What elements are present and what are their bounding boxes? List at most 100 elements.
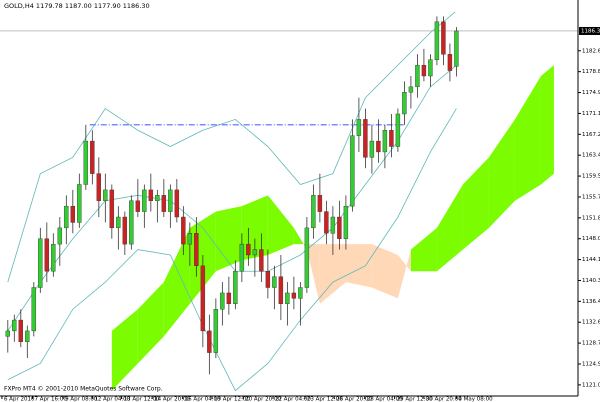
x-tick-label: 19 Apr 12:00 [214, 397, 250, 402]
candle-body [148, 189, 154, 201]
candle-body [447, 54, 453, 71]
y-tick-label: 1140.30 [582, 278, 600, 284]
x-tick-label: 13 Apr 12:00 [124, 397, 160, 402]
candle-body [51, 243, 56, 272]
candle-body [311, 195, 316, 229]
candle-body [187, 233, 193, 245]
candle-body [337, 216, 342, 239]
candle-body [226, 292, 232, 304]
x-tick-label: 22 Apr 04:00 [275, 397, 311, 402]
candle-body [376, 140, 381, 153]
candle-body [265, 271, 271, 288]
y-tick-label: 1182.65 [582, 48, 600, 54]
cloud-segment [111, 309, 138, 391]
candle-body [77, 184, 82, 223]
cloud-segment [436, 184, 463, 272]
candle-body [57, 227, 63, 245]
candle-body [129, 200, 134, 245]
candle-body [408, 86, 414, 93]
x-tick-label: 4 May 08:00 [458, 397, 493, 402]
cloud-segment [306, 244, 320, 304]
candle-body [194, 233, 199, 267]
candle-body [103, 189, 108, 201]
candle-body [96, 173, 102, 201]
candle-body [239, 243, 245, 272]
candle-body [441, 21, 446, 55]
x-tick-label: 28 Apr 04:00 [367, 397, 403, 402]
y-tick-label: 1159.55 [582, 174, 600, 180]
candle-body [252, 249, 258, 256]
cloud-segment [371, 244, 398, 299]
y-tick-label: 1163.40 [582, 153, 600, 159]
candle-body [259, 249, 264, 272]
candle-body [369, 140, 375, 158]
y-tick-label: 1121.05 [582, 382, 600, 388]
x-tick-label: 20 Apr 20:00 [245, 397, 281, 402]
candle-body [220, 292, 225, 310]
candle-body [155, 195, 160, 201]
candle-body [434, 21, 440, 60]
bollinger-lower [7, 108, 457, 392]
cloud-segment [293, 227, 307, 250]
candle-body [168, 189, 173, 212]
cloud-segment [215, 206, 242, 272]
cloud-segment [345, 244, 372, 288]
y-tick-label: 1144.15 [582, 257, 600, 263]
candle-body [421, 64, 427, 77]
candle-body [428, 59, 433, 77]
candle-body [207, 330, 212, 353]
cloud-segment [488, 119, 515, 228]
candle-body [350, 135, 355, 207]
candle-body [181, 216, 186, 245]
y-tick-label: 1124.90 [582, 362, 600, 368]
candle-body [161, 195, 167, 212]
candle-body [291, 292, 297, 299]
y-tick-label: 1167.25 [582, 132, 600, 138]
candle-body [298, 287, 303, 299]
candle-body [330, 216, 336, 234]
candle-body [402, 92, 407, 115]
x-tick-label: 23 Apr 12:00 [307, 397, 343, 402]
candle-body [324, 211, 329, 234]
candle-body [70, 205, 76, 223]
candle-body [18, 319, 24, 342]
candle-body [278, 276, 284, 304]
x-tick-label: 14 Apr 20:00 [154, 397, 190, 402]
current-price-label: 1186.30 [581, 28, 600, 34]
y-tick-label: 1136.45 [582, 299, 600, 305]
cloud-segment [410, 227, 437, 272]
candle-body [454, 30, 459, 67]
candle-body [363, 119, 368, 158]
y-tick-label: 1178.80 [582, 69, 600, 75]
candle-body [25, 330, 30, 342]
chart-title: GOLD,H4 1179.78 1187.00 1177.90 1186.30 [4, 2, 150, 10]
y-tick-label: 1148.00 [582, 236, 600, 242]
candle-body [343, 205, 349, 239]
cloud-segment [319, 244, 346, 304]
candle-body [90, 140, 95, 174]
y-tick-label: 1171.10 [582, 111, 600, 117]
candle-body [12, 319, 17, 332]
candle-body [122, 216, 128, 245]
candle-body [415, 64, 420, 88]
candle-body [142, 189, 147, 212]
candle-body [304, 227, 310, 288]
candle-body [200, 265, 206, 332]
x-tick-label: 6 Apr 2010 [4, 397, 35, 402]
y-tick-label: 1155.70 [582, 194, 600, 200]
x-tick-label: 29 Apr 12:00 [397, 397, 433, 402]
y-tick-label: 1174.95 [582, 90, 600, 96]
candle-body [44, 238, 50, 272]
cloud-segment [462, 157, 489, 250]
x-tick-label: 16 Apr 04:00 [185, 397, 221, 402]
current-price-box [579, 26, 600, 35]
candle-body [38, 238, 43, 288]
y-tick-label: 1151.85 [582, 215, 600, 221]
copyright: FXPro MT4 © 2001-2010 MetaQuotes Softwar… [4, 386, 163, 393]
plot-area [0, 12, 578, 392]
candle-body [83, 140, 89, 185]
cloud-segment [267, 195, 294, 255]
candle-body [246, 243, 251, 256]
x-tick-label: 26 Apr 20:00 [336, 397, 372, 402]
candle-body [135, 200, 141, 212]
